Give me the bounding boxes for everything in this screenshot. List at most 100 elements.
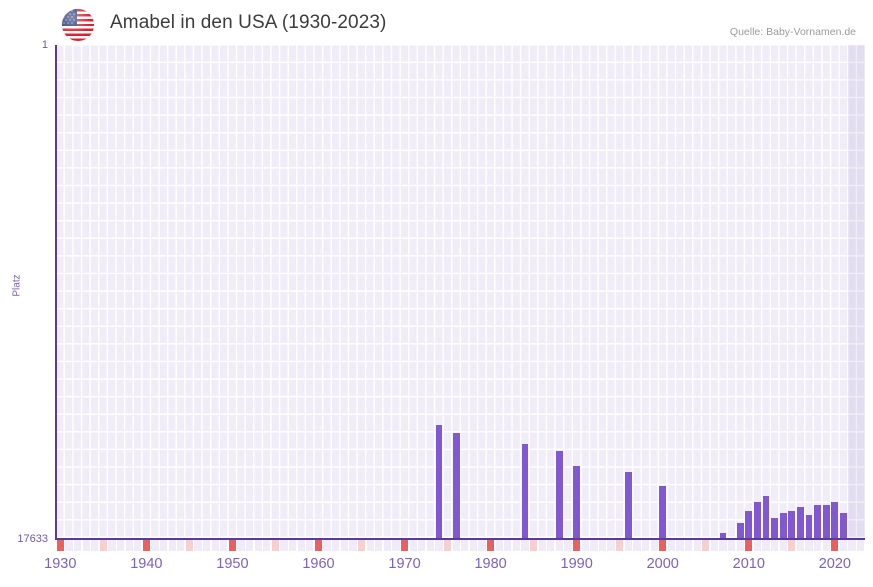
x-axis-tick [702, 540, 710, 551]
x-axis-tick [340, 540, 348, 551]
grid-lines [56, 45, 865, 538]
x-axis-tick [461, 540, 469, 551]
x-axis-tick [220, 540, 228, 551]
bar [831, 501, 839, 538]
x-axis-tick [814, 540, 822, 551]
x-axis-tick [228, 540, 237, 551]
bar [452, 432, 460, 538]
x-axis-tick [771, 540, 779, 551]
x-axis-tick [443, 540, 452, 551]
x-axis-tick-label: 1990 [560, 556, 593, 572]
bar [624, 471, 632, 538]
x-axis-tick [581, 540, 589, 551]
bar [659, 486, 667, 538]
x-axis-tick [676, 540, 684, 551]
x-axis-tick [383, 540, 391, 551]
x-axis-tick [435, 540, 443, 551]
x-axis-tick [237, 540, 245, 551]
x-axis-tick [538, 540, 546, 551]
x-axis-tick [289, 540, 297, 551]
x-axis-tick [142, 540, 150, 551]
x-axis-tick [641, 540, 650, 551]
x-axis-tick [469, 540, 477, 551]
x-axis-tick [349, 540, 357, 551]
x-axis-tick [194, 540, 202, 551]
x-axis-tick-label: 1940 [130, 556, 163, 572]
bar [771, 517, 779, 538]
x-axis-tick [822, 540, 830, 551]
page-title: Amabel in den USA (1930-2023) [110, 12, 387, 33]
bar [719, 532, 727, 538]
plot-area [56, 45, 865, 538]
x-axis-tick-strip [56, 540, 865, 551]
x-axis-tick [857, 540, 865, 551]
x-axis-tick [202, 540, 211, 551]
x-axis-tick [323, 540, 331, 551]
x-axis-tick-label: 1960 [302, 556, 335, 572]
bar [556, 451, 563, 538]
x-axis-tick [607, 540, 615, 551]
bar [762, 495, 770, 538]
x-axis-tick-label: 1930 [44, 556, 77, 572]
x-axis-tick [590, 540, 598, 551]
x-axis-tick [727, 540, 736, 551]
x-axis-tick [271, 540, 280, 551]
y-axis-top-label: 1 [41, 39, 48, 51]
x-axis-tick [306, 540, 314, 551]
flag-canton [62, 9, 77, 27]
x-axis-tick [65, 540, 73, 551]
x-axis-tick [177, 540, 185, 551]
x-axis-tick [831, 540, 839, 551]
chart-header: Amabel in den USA (1930-2023) Quelle: Ba… [0, 0, 873, 44]
x-axis-tick [168, 540, 176, 551]
x-axis-tick [633, 540, 641, 551]
x-axis-tick [530, 540, 538, 551]
x-axis-tick [693, 540, 701, 551]
bar [736, 523, 744, 538]
x-axis-tick [753, 540, 762, 551]
source-attribution: Quelle: Baby-Vornamen.de [729, 26, 856, 38]
x-axis-tick [246, 540, 254, 551]
y-axis-title: Platz [11, 274, 23, 297]
bar [822, 505, 830, 538]
x-axis-tick-label: 2020 [818, 556, 851, 572]
x-axis-tick [504, 540, 512, 551]
x-axis-tick [616, 540, 624, 551]
x-axis-tick [211, 540, 219, 551]
bar [779, 513, 787, 538]
x-axis-tick [796, 540, 805, 551]
x-axis-tick [650, 540, 658, 551]
x-axis-tick [547, 540, 555, 551]
x-axis-tick [409, 540, 417, 551]
x-axis-tick [478, 540, 486, 551]
x-axis-tick [82, 540, 90, 551]
x-axis-tick [788, 540, 796, 551]
x-axis-tick [736, 540, 744, 551]
x-axis-tick [762, 540, 770, 551]
x-axis-tick [573, 540, 581, 551]
x-axis-tick [710, 540, 718, 551]
x-axis-tick-label: 2000 [646, 556, 679, 572]
x-axis-tick [332, 540, 340, 551]
x-axis-tick [366, 540, 374, 551]
x-axis-tick-label: 1980 [474, 556, 507, 572]
x-axis-line [55, 538, 865, 540]
x-axis-tick [624, 540, 632, 551]
bar [797, 507, 804, 538]
y-axis-bottom-label: 17633 [17, 533, 48, 545]
x-axis-tick [254, 540, 262, 551]
x-axis-tick [116, 540, 125, 551]
x-axis-tick [134, 540, 142, 551]
bar [573, 466, 581, 538]
x-axis-tick [56, 540, 64, 551]
x-axis-tick [839, 540, 848, 551]
x-axis-tick-label: 2010 [732, 556, 765, 572]
bar [814, 505, 822, 538]
bar [753, 501, 761, 538]
x-axis-tick [91, 540, 99, 551]
x-axis-tick [392, 540, 400, 551]
x-axis-tick [125, 540, 133, 551]
x-axis-tick [263, 540, 271, 551]
us-flag-icon [62, 9, 94, 41]
